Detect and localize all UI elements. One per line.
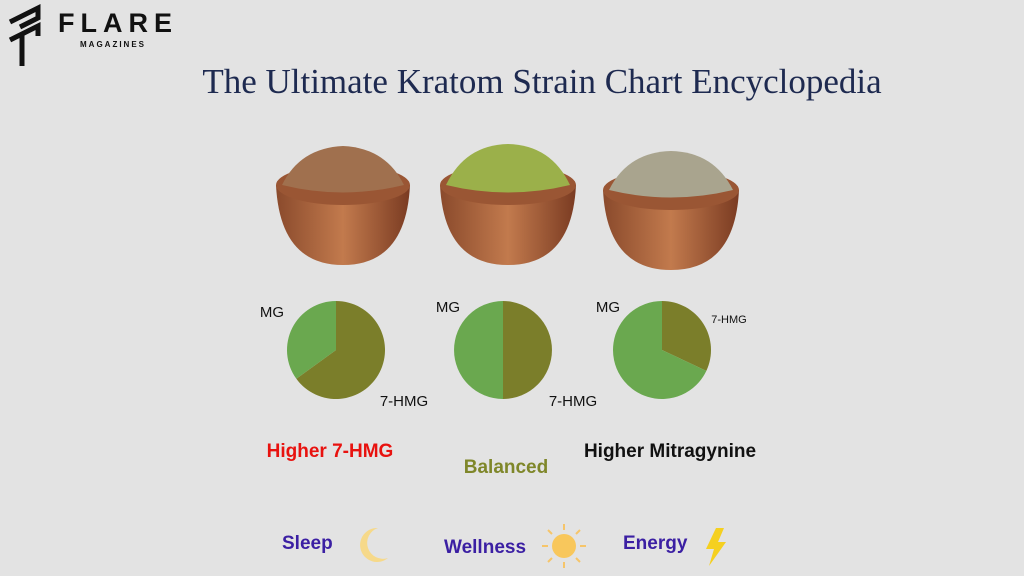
bowl: [603, 151, 739, 270]
bowl: [440, 144, 576, 265]
moon-icon: [360, 527, 388, 562]
pie-slice: [662, 301, 711, 371]
effect-label: Wellness: [444, 537, 527, 558]
strain-caption: Higher 7-HMG: [266, 441, 394, 462]
slice-label: MG: [596, 299, 620, 316]
pie-slice: [296, 301, 385, 399]
pie-slice: [503, 301, 552, 399]
logo-tagline: MAGAZINES: [80, 40, 146, 49]
slice-label: MG: [260, 304, 284, 321]
effect-label: Energy: [623, 533, 688, 554]
pie-slice: [454, 301, 503, 399]
slice-label: MG: [436, 299, 460, 316]
title: The Ultimate Kratom Strain Chart Encyclo…: [202, 62, 882, 101]
logo-icon: [8, 3, 41, 66]
slice-label: 7-HMG: [549, 393, 597, 410]
strain-caption: Balanced: [463, 457, 549, 478]
pie-slice: [613, 301, 707, 399]
effect-label: Sleep: [282, 533, 333, 554]
strain-caption: Higher Mitragynine: [583, 441, 757, 462]
slice-label: 7-HMG: [380, 393, 428, 410]
slice-label: 7-HMG: [711, 314, 746, 326]
pie-charts: MG 7-HMG MG 7-HMG MG 7-HMG: [260, 299, 747, 410]
logo-name: FLARE: [58, 8, 178, 38]
bowl: [276, 146, 410, 265]
sun-icon: [542, 524, 586, 568]
pie-slice: [286, 301, 336, 379]
lightning-icon: [706, 528, 726, 566]
